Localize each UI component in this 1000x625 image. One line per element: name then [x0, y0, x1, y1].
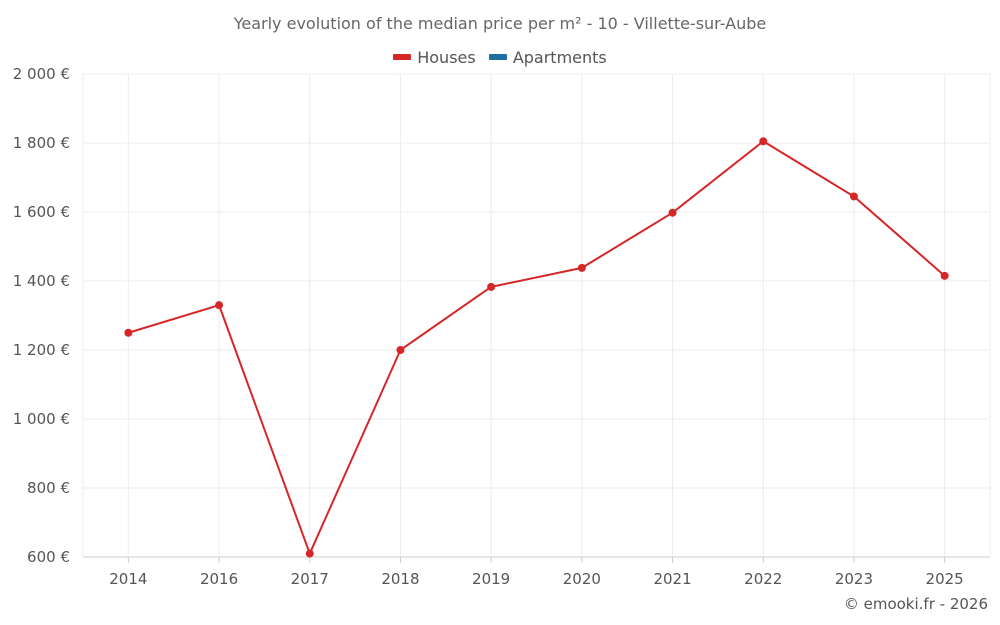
y-tick-label: 1 400 € — [13, 272, 70, 290]
y-tick-label: 1 000 € — [13, 410, 70, 428]
y-tick-label: 2 000 € — [13, 65, 70, 83]
y-tick-label: 1 800 € — [13, 134, 70, 152]
data-point-houses — [940, 271, 949, 280]
data-point-houses — [215, 301, 224, 310]
credit-text: © emooki.fr - 2026 — [843, 595, 988, 613]
data-point-houses — [759, 137, 768, 146]
legend-item-apartments[interactable]: Apartments — [488, 47, 607, 67]
y-tick-label: 1 200 € — [13, 341, 70, 359]
x-tick-label: 2017 — [291, 570, 329, 588]
legend: Houses Apartments — [0, 45, 1000, 67]
legend-label-houses: Houses — [417, 47, 476, 67]
series-line-houses — [128, 140, 946, 555]
data-point-houses — [668, 208, 677, 217]
chart-title: Yearly evolution of the median price per… — [233, 14, 767, 33]
x-tick-label: 2018 — [381, 570, 419, 588]
data-point-houses — [849, 192, 858, 201]
data-point-houses — [396, 346, 405, 354]
y-tick-label: 600 € — [27, 548, 70, 566]
y-tick-label: 1 600 € — [13, 203, 70, 221]
data-point-houses — [305, 549, 314, 558]
x-tick-label: 2023 — [835, 570, 873, 588]
x-tick-label: 2022 — [744, 570, 782, 588]
x-tick-label: 2016 — [200, 570, 238, 588]
x-tick-label: 2020 — [563, 570, 601, 588]
legend-label-apartments: Apartments — [512, 47, 607, 67]
data-point-houses — [124, 328, 133, 337]
x-tick-label: 2025 — [926, 570, 964, 588]
legend-item-houses[interactable]: Houses — [393, 47, 476, 67]
x-tick-label: 2014 — [109, 570, 147, 588]
legend-swatch-houses — [393, 54, 412, 60]
data-point-houses — [577, 263, 586, 272]
x-tick-label: 2019 — [472, 570, 510, 588]
x-tick-label: 2021 — [653, 570, 691, 588]
y-tick-label: 800 € — [27, 479, 70, 497]
legend-swatch-apartments — [488, 54, 507, 60]
data-point-houses — [487, 282, 496, 291]
